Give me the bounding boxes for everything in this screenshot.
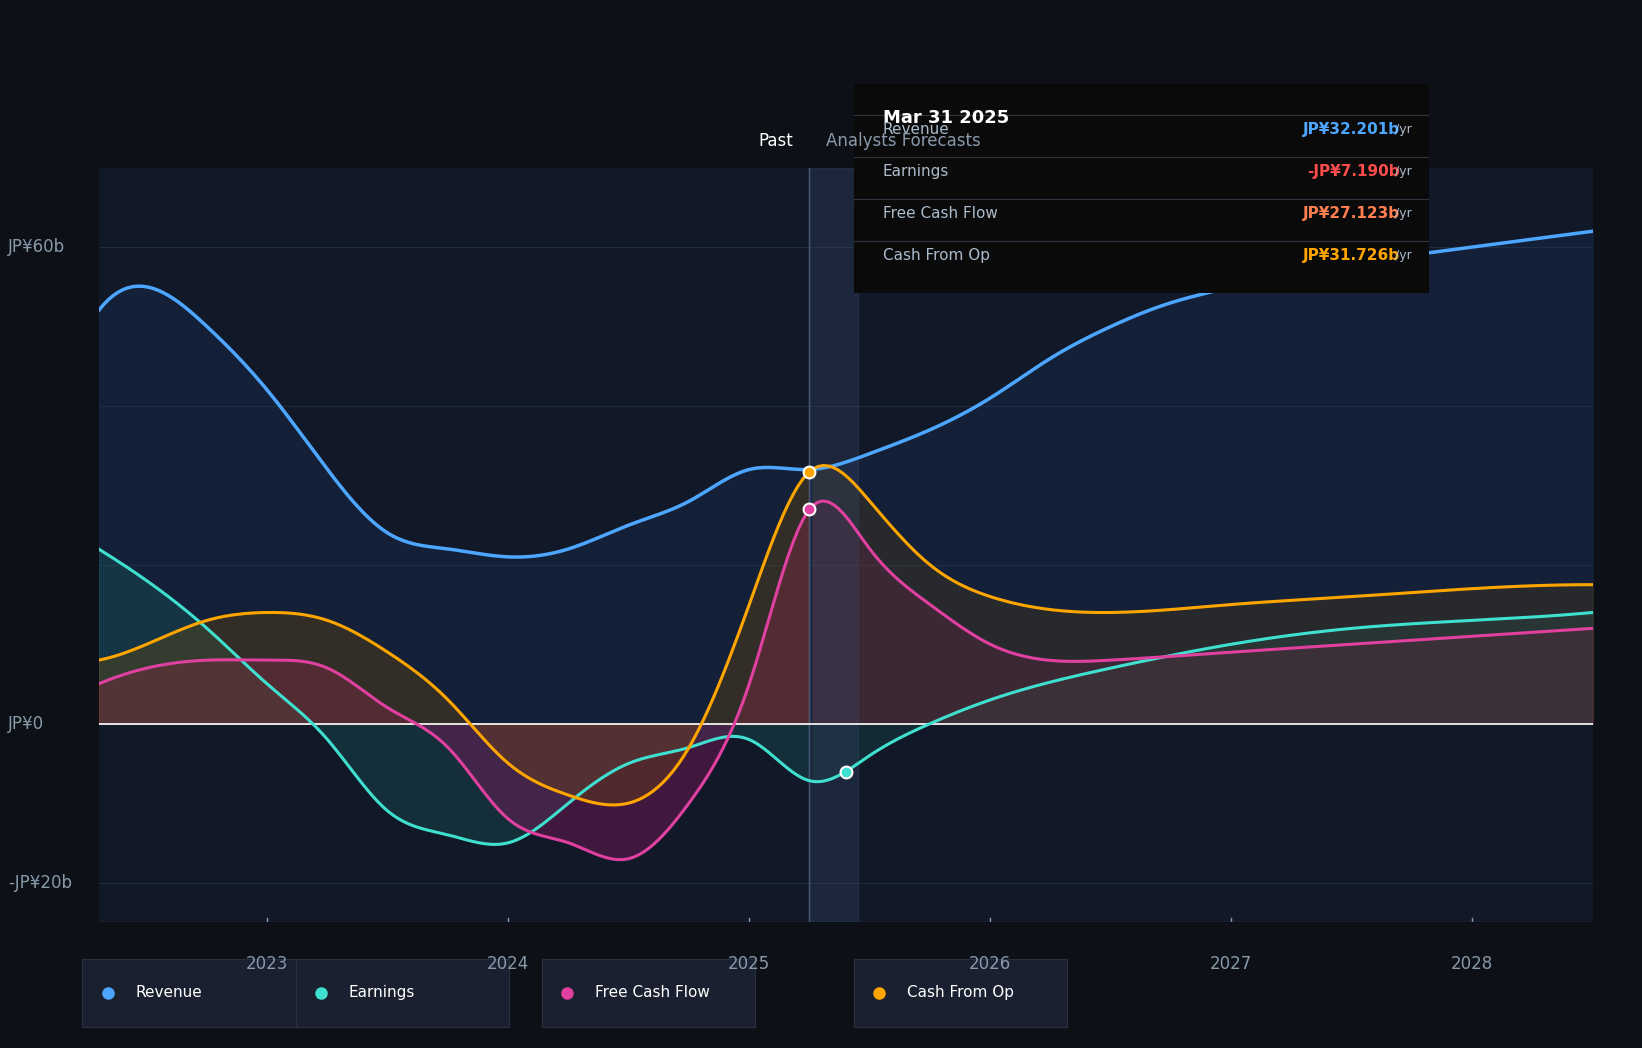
Text: Mar 31 2025: Mar 31 2025 bbox=[883, 109, 1008, 127]
Text: Past: Past bbox=[759, 132, 793, 151]
Text: -JP¥7.190b: -JP¥7.190b bbox=[1307, 165, 1401, 179]
Text: /yr: /yr bbox=[1394, 124, 1412, 136]
Text: JP¥60b: JP¥60b bbox=[8, 238, 66, 256]
Text: JP¥32.201b: JP¥32.201b bbox=[1302, 123, 1401, 137]
Text: Cash From Op: Cash From Op bbox=[908, 985, 1015, 1001]
Text: 2027: 2027 bbox=[1210, 955, 1253, 974]
Text: JP¥0: JP¥0 bbox=[8, 715, 44, 733]
Text: 2025: 2025 bbox=[727, 955, 770, 974]
Text: Free Cash Flow: Free Cash Flow bbox=[883, 206, 997, 221]
Text: JP¥27.123b: JP¥27.123b bbox=[1302, 206, 1401, 221]
Text: Revenue: Revenue bbox=[136, 985, 202, 1001]
Text: Earnings: Earnings bbox=[348, 985, 415, 1001]
Text: 2026: 2026 bbox=[969, 955, 1011, 974]
Text: Revenue: Revenue bbox=[883, 123, 949, 137]
Text: Analysts Forecasts: Analysts Forecasts bbox=[826, 132, 980, 151]
Text: -JP¥20b: -JP¥20b bbox=[8, 874, 72, 892]
Text: 2024: 2024 bbox=[488, 955, 529, 974]
Text: Free Cash Flow: Free Cash Flow bbox=[596, 985, 709, 1001]
Text: Cash From Op: Cash From Op bbox=[883, 248, 990, 263]
Text: /yr: /yr bbox=[1394, 166, 1412, 178]
Text: 2023: 2023 bbox=[246, 955, 289, 974]
Text: /yr: /yr bbox=[1394, 249, 1412, 262]
Text: /yr: /yr bbox=[1394, 208, 1412, 220]
Text: JP¥31.726b: JP¥31.726b bbox=[1302, 248, 1401, 263]
Text: 2028: 2028 bbox=[1452, 955, 1493, 974]
Bar bbox=[810, 168, 857, 922]
Text: Earnings: Earnings bbox=[883, 165, 949, 179]
